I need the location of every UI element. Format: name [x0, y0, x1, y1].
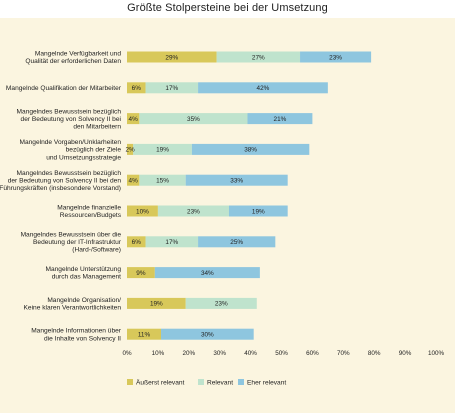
- legend-label: Äußerst relevant: [136, 379, 185, 387]
- bar-segments: [127, 51, 372, 340]
- bar-segment: [198, 82, 328, 94]
- bar-segment: [160, 328, 254, 340]
- bar-value-label: 27%: [252, 54, 265, 61]
- category-label: Mangelnde Vorgaben/Unklarheiten bezüglich…: [19, 139, 121, 161]
- bar-segment: [127, 267, 155, 279]
- x-tick-label: 100%: [428, 350, 445, 357]
- bar-segment: [127, 174, 140, 186]
- bar-value-label: 23%: [329, 54, 342, 61]
- bar-value-label: 17%: [165, 85, 178, 92]
- legend: Äußerst relevant Relevant Eher relevant: [127, 379, 286, 387]
- bar-value-label: 38%: [244, 147, 257, 154]
- bar-segment: [216, 51, 301, 63]
- category-label: Mangelnde Organisation/Keine klaren Vera…: [24, 297, 122, 312]
- bar-value-label: 2%: [125, 147, 135, 154]
- x-tick-label: 50%: [275, 350, 288, 357]
- bar-segment: [300, 51, 372, 63]
- bar-segment: [139, 113, 248, 125]
- bar-value-label: 25%: [230, 239, 243, 246]
- bar-value-label: 19%: [150, 301, 163, 308]
- bar-value-label: 11%: [138, 332, 151, 339]
- bar-value-label: 33%: [230, 178, 243, 185]
- bar-segment: [191, 143, 310, 155]
- bar-segment: [145, 82, 199, 94]
- bar-value-label: 23%: [215, 301, 228, 308]
- title-band: Größte Stolpersteine bei der Umsetzung: [0, 0, 455, 18]
- bar-segment: [127, 82, 146, 94]
- bar-segment: [185, 174, 288, 186]
- bar-value-label: 9%: [136, 270, 146, 277]
- legend-label: Eher relevant: [247, 380, 286, 387]
- bar-value-label: 29%: [165, 54, 178, 61]
- bar-value-label: 42%: [257, 85, 270, 92]
- bar-value-label: 21%: [274, 116, 287, 123]
- category-label: Mangelnde Verfügbarkeit und Qualität der …: [25, 51, 121, 66]
- x-tick-label: 90%: [399, 350, 412, 357]
- category-label: Mangelndes Bewusstsein über die Bedeutung…: [21, 232, 122, 254]
- bar-value-label: 17%: [165, 239, 178, 246]
- bar-value-labels: 29% 27% 23% 6% 17% 42% 4% 35% 21% 2% 19% 38% 4% 15% 33…: [125, 54, 342, 338]
- bar-value-label: 19%: [156, 147, 169, 154]
- x-tick-label: 20%: [182, 350, 195, 357]
- bar-segment: [145, 236, 199, 248]
- category-label: Mangelnde Unterstützung durch das Managem…: [45, 266, 121, 281]
- category-label: Mangelnde Informationen über die Inhalte …: [31, 328, 122, 343]
- legend-label: Relevant: [207, 380, 233, 387]
- legend-swatch: [127, 379, 133, 385]
- bar-value-label: 4%: [129, 178, 139, 185]
- bar-value-label: 35%: [187, 116, 200, 123]
- x-tick-label: 0%: [122, 350, 132, 357]
- x-tick-label: 10%: [152, 350, 165, 357]
- x-tick-label: 80%: [368, 350, 381, 357]
- bar-segment: [127, 143, 134, 155]
- chart-title: Größte Stolpersteine bei der Umsetzung: [127, 2, 328, 14]
- bar-segment: [154, 267, 260, 279]
- legend-swatch: [238, 379, 244, 385]
- x-tick-label: 60%: [306, 350, 319, 357]
- bar-segment: [157, 205, 229, 217]
- bar-value-label: 34%: [201, 270, 214, 277]
- bar-value-label: 6%: [132, 239, 142, 246]
- bar-value-label: 15%: [156, 178, 169, 185]
- bar-segment: [127, 328, 161, 340]
- bar-segment: [127, 297, 186, 309]
- bar-segment: [228, 205, 288, 217]
- bar-value-label: 30%: [201, 332, 214, 339]
- bar-segment: [127, 113, 140, 125]
- bar-value-label: 19%: [252, 208, 265, 215]
- bar-segment: [185, 297, 257, 309]
- x-tick-label: 30%: [213, 350, 226, 357]
- bar-segment: [127, 236, 146, 248]
- bar-segment: [139, 174, 186, 186]
- x-tick-label: 70%: [337, 350, 350, 357]
- bar-segment: [247, 113, 313, 125]
- bar-segment: [127, 51, 217, 63]
- bar-segment: [133, 143, 192, 155]
- bar-value-label: 23%: [187, 208, 200, 215]
- category-label: Mangelndes Bewusstsein bezüglich der Bede…: [17, 108, 122, 130]
- bar-value-label: 6%: [132, 85, 142, 92]
- x-axis-ticks: 0% 10% 20% 30% 40% 50% 60% 70% 80% 90% 100%: [122, 350, 444, 357]
- bar-value-label: 4%: [129, 116, 139, 123]
- category-label: Mangelnde Qualifikation der Mitarbeiter: [6, 85, 122, 92]
- bar-value-label: 10%: [136, 208, 149, 215]
- bar-segment: [127, 205, 158, 217]
- bar-segment: [198, 236, 276, 248]
- category-label: Mangelnde finanzielle Ressourcen/Budgets: [57, 205, 121, 220]
- legend-swatch: [198, 379, 204, 385]
- category-labels: Mangelnde Verfügbarkeit und Qualität der …: [0, 51, 122, 343]
- x-tick-label: 40%: [244, 350, 257, 357]
- category-label: Mangelndes Bewusstsein bezüglich der Bede…: [0, 170, 121, 192]
